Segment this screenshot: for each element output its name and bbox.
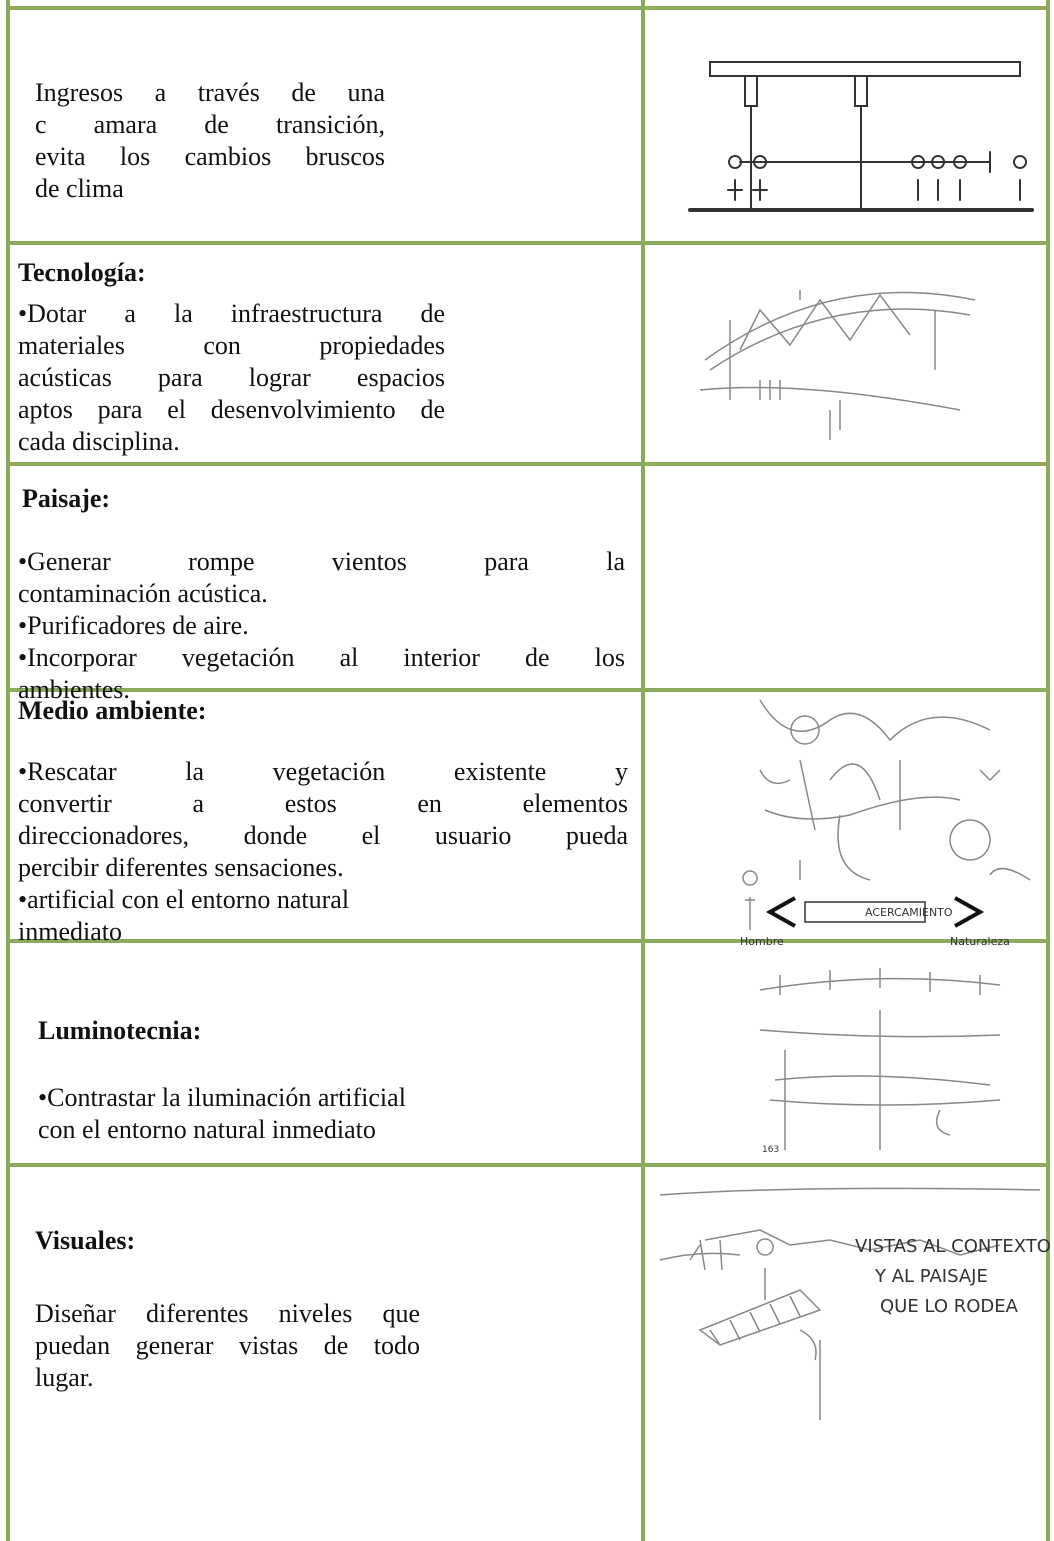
row-text-line: lugar. [35,1363,94,1392]
row-text-line: Ingresos a través de una [35,78,385,107]
row-text-line: Diseñar diferentes niveles que [35,1299,420,1328]
sketch-label: QUE LO RODEA [880,1296,1019,1317]
row-text-line: •Contrastar la iluminación artificial [38,1083,406,1112]
row-text-line: •Rescatar la vegetación existente y [18,757,628,786]
row-text-line: ambientes. [18,675,130,704]
sketch-label: VISTAS AL CONTEXTO [855,1236,1051,1257]
row-text-line: acústicas para lograr espacios [18,363,445,392]
sketch-label: Naturaleza [950,935,1010,948]
row-text-line: •Incorporar vegetación al interior de lo… [18,643,625,672]
row-heading: Luminotecnia: [38,1016,202,1045]
row-text-line: •Purificadores de aire. [18,611,249,640]
sketch-label: Hombre [740,935,784,948]
row-text-line: aptos para el desenvolvimiento de [18,395,445,424]
sketch-arch [699,290,976,440]
row-text-line: percibir diferentes sensaciones. [18,853,344,882]
row-text-line: inmediato [18,917,122,946]
row-text-line: convertir a estos en elementos [18,789,628,818]
row-text-line: •Generar rompe vientos para la [18,547,625,576]
sketch-label: Y AL PAISAJE [874,1266,988,1287]
row-text-line: con el entorno natural inmediato [38,1115,376,1144]
sketch-lighting [759,968,1001,1150]
row-heading: Visuales: [35,1226,136,1255]
row-text-line: contaminación acústica. [18,579,268,608]
row-text-line: cada disciplina. [18,427,180,456]
row-heading: Paisaje: [22,484,111,513]
row-text-line: c amara de transición, [35,110,385,139]
row-heading: Tecnología: [18,258,146,287]
row-heading: Medio ambiente: [18,696,207,725]
sketch-views [659,1187,1041,1420]
row-text-line: direccionadores, donde el usuario pueda [18,821,628,850]
row-text-line: puedan generar vistas de todo [35,1331,420,1360]
sketch-entrance [688,61,1034,212]
table-borders [6,0,1050,1541]
row-text-line: materiales con propiedades [18,331,445,360]
row-text-line: •Dotar a la infraestructura de [18,299,445,328]
row-text-line: evita los cambios bruscos [35,142,385,171]
row-text-line: •artificial con el entorno natural [18,885,350,914]
sketch-landscape [742,699,1031,930]
sketch-label: ACERCAMIENTO [865,906,953,919]
sketch-label: 163 [762,1145,779,1155]
row-text-line: de clima [35,174,124,203]
